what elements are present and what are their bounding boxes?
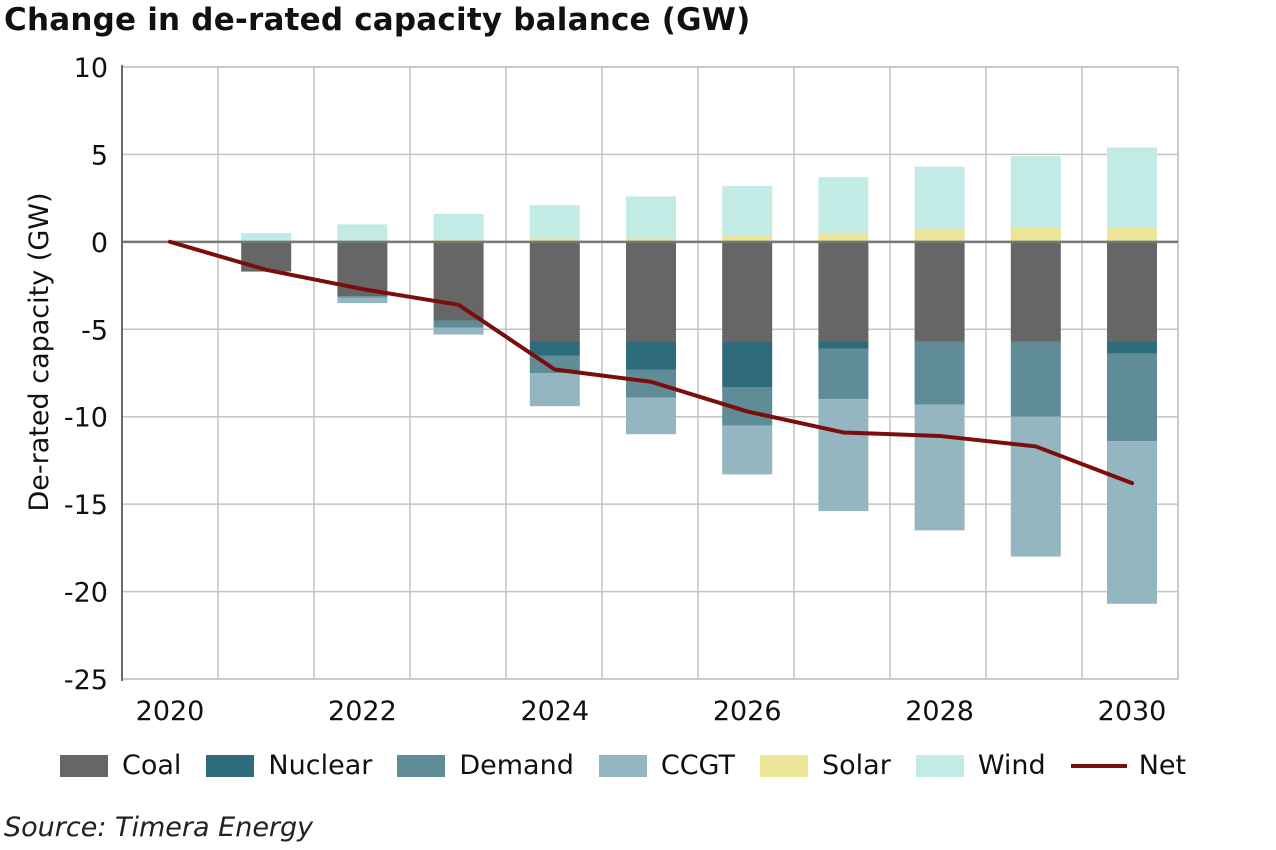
bar-demand-2027 <box>818 348 869 400</box>
x-tick-label: 2030 <box>1098 696 1167 727</box>
legend-label: Net <box>1138 750 1187 781</box>
legend-item-coal: Coal <box>60 750 181 781</box>
bar-solar-2028 <box>914 229 965 242</box>
net-line <box>168 239 1134 486</box>
bar-nuclear-2025 <box>626 341 676 370</box>
bar-coal-2021 <box>241 241 292 272</box>
bar-ccgt-2022 <box>337 297 388 304</box>
bar-coal-2026 <box>722 241 773 342</box>
bar-wind-2024 <box>529 205 580 239</box>
bar-ccgt-2027 <box>818 399 869 512</box>
bar-wind-2023 <box>433 213 484 241</box>
bar-ccgt-2025 <box>626 397 676 435</box>
legend-label: Nuclear <box>268 750 373 781</box>
legend-item-net: Net <box>1070 750 1187 781</box>
bar-wind-2026 <box>722 185 773 235</box>
legend-item-demand: Demand <box>397 750 574 781</box>
legend-swatch-demand <box>397 754 446 777</box>
x-tick-label: 2024 <box>520 696 589 727</box>
y-tick-label: -15 <box>64 490 108 521</box>
legend-label: CCGT <box>660 750 736 781</box>
bar-coal-2024 <box>529 241 580 342</box>
grid-layer <box>121 66 1179 680</box>
bar-nuclear-2027 <box>818 341 869 349</box>
legend-item-ccgt: CCGT <box>598 750 736 781</box>
bar-wind-2029 <box>1010 156 1061 228</box>
bar-coal-2027 <box>818 241 869 342</box>
legend-item-wind: Wind <box>915 750 1046 781</box>
bar-coal-2030 <box>1107 241 1157 342</box>
bar-solar-2029 <box>1010 227 1061 242</box>
bar-nuclear-2026 <box>722 341 773 387</box>
bar-demand-2022 <box>337 296 388 298</box>
chart-legend: Coal Nuclear Demand CCGT Solar Wind Net <box>60 750 1211 781</box>
y-tick-label: -20 <box>64 578 108 609</box>
bar-coal-2029 <box>1010 241 1061 342</box>
legend-label: Solar <box>822 750 891 781</box>
bar-ccgt-2024 <box>529 373 580 407</box>
legend-label: Coal <box>122 750 182 781</box>
bar-wind-2022 <box>337 224 388 242</box>
y-tick-label: -5 <box>81 315 108 346</box>
bars-layer <box>241 147 1157 604</box>
x-tick-label: 2028 <box>905 696 974 727</box>
bar-wind-2025 <box>626 196 676 239</box>
legend-swatch-nuclear <box>206 754 255 777</box>
y-axis-label: De-rated capacity (GW) <box>24 193 55 512</box>
bar-ccgt-2028 <box>914 404 965 531</box>
chart-plot: 10 5 0 -5 -10 -15 -20 -25 2020 2022 2024 2026 2028 20… <box>24 53 1179 727</box>
bar-coal-2028 <box>914 241 965 342</box>
axis-layer: 10 5 0 -5 -10 -15 -20 -25 2020 2022 2024 2026 2028 20… <box>64 53 1166 727</box>
bar-solar-2025 <box>626 238 676 242</box>
bar-wind-2028 <box>914 166 965 230</box>
x-tick-label: 2020 <box>136 696 205 727</box>
legend-swatch-ccgt <box>598 754 647 777</box>
bar-wind-2021 <box>241 233 292 242</box>
legend-swatch-wind <box>915 754 964 777</box>
x-tick-label: 2022 <box>328 696 397 727</box>
source-note: Source: Timera Energy <box>4 812 314 843</box>
y-tick-label: 0 <box>91 228 108 259</box>
bar-wind-2030 <box>1107 147 1157 228</box>
bar-demand-2030 <box>1107 353 1157 442</box>
y-tick-label: -25 <box>64 665 108 696</box>
bar-coal-2025 <box>626 241 676 342</box>
bar-nuclear-2030 <box>1107 341 1157 354</box>
net-line-layer <box>168 239 1134 486</box>
bar-nuclear-2024 <box>529 341 580 356</box>
y-tick-label: -10 <box>64 403 108 434</box>
bar-ccgt-2026 <box>722 425 773 475</box>
x-tick-label: 2026 <box>713 696 782 727</box>
legend-swatch-coal <box>60 754 108 777</box>
legend-item-solar: Solar <box>760 750 891 781</box>
bar-wind-2027 <box>818 177 869 234</box>
bar-demand-2023 <box>433 320 484 328</box>
bar-demand-2029 <box>1010 341 1061 417</box>
legend-line-net <box>1070 763 1127 768</box>
bar-ccgt-2029 <box>1010 416 1061 557</box>
legend-label: Demand <box>459 750 574 781</box>
y-tick-label: 10 <box>74 53 108 84</box>
chart-title: Change in de-rated capacity balance (GW) <box>4 2 751 38</box>
legend-label: Wind <box>977 750 1046 781</box>
bar-solar-2024 <box>529 238 580 242</box>
bar-solar-2030 <box>1107 227 1157 242</box>
bar-ccgt-2023 <box>433 327 484 335</box>
legend-swatch-solar <box>760 754 809 777</box>
legend-item-nuclear: Nuclear <box>206 750 372 781</box>
bar-solar-2027 <box>818 233 869 242</box>
bar-solar-2026 <box>722 234 773 242</box>
bar-coal-2023 <box>433 241 484 321</box>
y-tick-label: 5 <box>91 140 108 171</box>
bar-ccgt-2030 <box>1107 441 1157 604</box>
bar-demand-2028 <box>914 341 965 405</box>
